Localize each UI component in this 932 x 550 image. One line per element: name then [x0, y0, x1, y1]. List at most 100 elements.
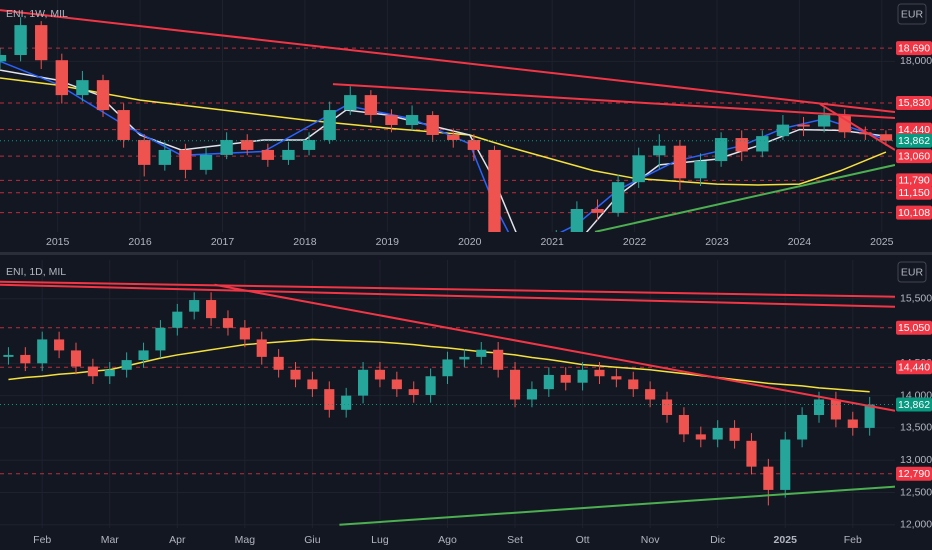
x-tick-label: Lug — [371, 534, 389, 546]
pane-bottom — [0, 260, 895, 528]
candle-body — [645, 389, 656, 400]
candle-body — [323, 110, 336, 140]
level-label: 18,690 — [898, 42, 930, 54]
x-tick-label: Feb — [844, 534, 862, 546]
candle-body — [138, 139, 151, 165]
x-tick-label: Apr — [169, 534, 186, 546]
candle-body — [611, 182, 625, 213]
candle-body — [543, 374, 554, 390]
x-tick-label: 2023 — [705, 236, 729, 248]
x-tick-label: 2025 — [870, 236, 894, 248]
candle-body — [37, 339, 48, 364]
last-price-label: 13,862 — [898, 399, 930, 411]
candle-body — [121, 360, 132, 370]
x-tick-label: 2020 — [458, 236, 482, 248]
trendline — [0, 9, 895, 114]
trendline — [214, 283, 895, 412]
y-tick-label: 13,500 — [900, 422, 932, 434]
candle-body — [488, 149, 501, 232]
x-tick-label: Mag — [235, 534, 256, 546]
last-price-label: 13,862 — [898, 135, 930, 147]
candle-body — [632, 155, 645, 183]
level-label-box — [896, 360, 932, 375]
candle-body — [282, 149, 295, 160]
candle-body — [158, 149, 172, 165]
x-tick-label: 2017 — [211, 236, 235, 248]
x-tick-label: 2016 — [128, 236, 152, 248]
candle-body — [256, 339, 267, 357]
candle-body — [206, 300, 217, 319]
currency-box[interactable] — [897, 3, 927, 25]
y-tick-label: 15,500 — [900, 293, 932, 305]
candle-body — [14, 25, 27, 56]
moving-average — [0, 69, 887, 232]
candle-body — [678, 414, 689, 435]
candle-body — [476, 349, 487, 357]
candle-body — [797, 124, 810, 127]
x-tick-label: Mar — [101, 534, 120, 546]
candle-body — [273, 356, 284, 370]
candle-body — [591, 208, 604, 213]
candle-body — [817, 115, 831, 127]
candle-body — [526, 389, 537, 400]
candle-body — [405, 115, 419, 126]
candle-body — [87, 366, 98, 377]
candle-body — [813, 399, 825, 415]
candle-body — [222, 318, 234, 328]
candle-body — [695, 434, 706, 440]
level-label: 15,830 — [898, 97, 930, 109]
candle-body — [847, 419, 858, 428]
currency[interactable]: EUR — [901, 8, 924, 20]
currency-box[interactable] — [897, 261, 927, 283]
candle-body — [447, 134, 460, 140]
x-tick-label: Ott — [576, 534, 590, 546]
candle-body — [76, 80, 89, 96]
candle-body — [780, 439, 791, 490]
pane-separator — [0, 252, 932, 255]
level-label-box — [896, 149, 932, 164]
symbol-title: ENI, 1D, MIL — [6, 266, 66, 278]
candle-body — [155, 327, 166, 351]
last-price-box — [896, 133, 932, 148]
x-tick-label: 2024 — [788, 236, 812, 248]
candle-body — [96, 80, 110, 111]
x-tick-label: 2018 — [293, 236, 317, 248]
trendline — [339, 485, 895, 526]
candle-body — [358, 369, 369, 396]
candle-body — [220, 139, 233, 155]
pane-top — [0, 0, 895, 232]
candle-body — [408, 389, 419, 395]
candle-body — [830, 399, 841, 420]
moving-average — [0, 60, 887, 232]
candle-body — [673, 145, 687, 179]
level-label: 12,790 — [898, 468, 930, 480]
candle-body — [385, 115, 398, 126]
candle-body — [341, 395, 352, 410]
x-tick-label: Nov — [641, 534, 660, 546]
y-tick-label: 13,000 — [900, 454, 932, 466]
candle-body — [879, 134, 893, 141]
currency[interactable]: EUR — [901, 266, 924, 278]
level-label: 11,790 — [898, 175, 929, 187]
candle-body — [838, 115, 851, 133]
candle-body — [239, 327, 250, 340]
candle-body — [560, 374, 571, 383]
candle-body — [509, 369, 521, 400]
overlay: ENI, 1W, MIL ENI, 1D, MIL EUR EUR 2015 20… — [6, 3, 932, 546]
candle-body — [199, 154, 213, 170]
candle-body — [290, 369, 301, 380]
candle-body — [302, 139, 316, 150]
candle-body — [20, 354, 31, 364]
candle-body — [138, 350, 149, 361]
candle-body — [493, 349, 504, 370]
candle-body — [189, 300, 200, 312]
trendline — [819, 103, 895, 151]
level-label-box — [896, 122, 932, 137]
candle-body — [628, 379, 639, 390]
candle-body — [172, 311, 183, 328]
candle-body — [712, 427, 723, 440]
candle-body — [611, 376, 622, 380]
x-tick-label: Set — [507, 534, 523, 546]
x-tick-label: Feb — [33, 534, 51, 546]
